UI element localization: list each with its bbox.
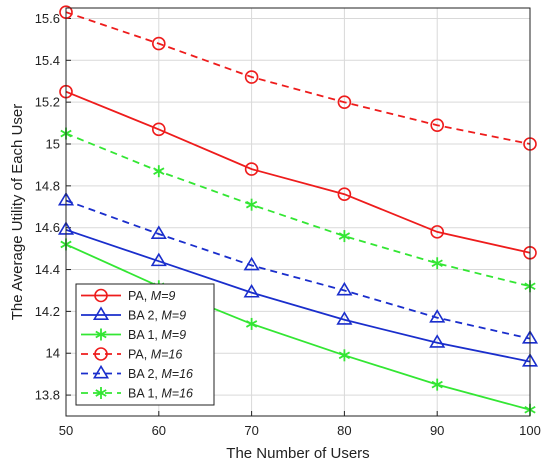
legend-entry-label: PA, M=16 xyxy=(128,348,182,362)
x-tick-label: 70 xyxy=(244,423,258,438)
series-line xyxy=(65,199,531,340)
series-line xyxy=(65,132,531,288)
asterisk-marker xyxy=(95,387,107,399)
legend-series-name: PA, xyxy=(128,348,151,362)
legend-series-parameter: M=16 xyxy=(151,348,183,362)
series-lines xyxy=(65,11,531,411)
legend-series-parameter: M=9 xyxy=(151,289,176,303)
asterisk-stroke xyxy=(338,232,351,240)
asterisk-marker xyxy=(245,198,258,211)
y-tick-label: 14.4 xyxy=(35,262,60,277)
legend-series-name: BA 1, xyxy=(128,328,161,342)
asterisk-stroke xyxy=(431,380,443,389)
plot-area-frame xyxy=(65,7,531,417)
triangle-marker xyxy=(150,252,167,267)
y-tick-label: 15.4 xyxy=(35,53,60,68)
circle-marker xyxy=(94,288,108,303)
legend-series-name: BA 2, xyxy=(128,367,161,381)
circle-marker xyxy=(244,162,259,176)
legend-series-name: PA, xyxy=(128,289,151,303)
circle-marker xyxy=(94,347,108,361)
circle-marker xyxy=(244,70,259,84)
legend-entry-label: BA 2, M=9 xyxy=(128,309,186,323)
legend-entry-label: BA 2, M=16 xyxy=(128,367,193,381)
circle-marker xyxy=(430,225,445,239)
y-tick-label: 13.8 xyxy=(35,388,60,403)
y-tick-label: 14 xyxy=(46,346,60,361)
y-tick-label: 15 xyxy=(46,137,60,152)
asterisk-marker xyxy=(153,165,165,178)
legend-series-parameter: M=16 xyxy=(161,387,193,401)
asterisk-marker xyxy=(338,349,351,362)
x-tick-label: 100 xyxy=(519,423,541,438)
series-line xyxy=(65,90,531,254)
x-tick-label: 50 xyxy=(59,423,73,438)
y-axis-label: The Average Utility of Each User xyxy=(9,104,26,321)
x-tick-label: 60 xyxy=(152,423,166,438)
asterisk-stroke xyxy=(95,389,107,397)
triangle-marker xyxy=(150,225,167,239)
asterisk-marker xyxy=(431,378,443,391)
asterisk-stroke xyxy=(431,259,443,268)
legend-series-parameter: M=9 xyxy=(161,328,186,342)
asterisk-stroke xyxy=(245,200,258,209)
legend-series-parameter: M=16 xyxy=(161,367,193,381)
triangle-marker xyxy=(92,306,110,321)
asterisk-stroke xyxy=(245,320,258,328)
legend-box xyxy=(75,283,215,406)
x-tick-labels: 50 60 70 80 90 100 xyxy=(59,423,541,438)
circle-marker xyxy=(152,122,166,137)
legend-entry-label: PA, M=9 xyxy=(128,289,175,303)
circle-marker xyxy=(152,36,166,51)
circle-marker xyxy=(337,95,352,109)
triangle-marker xyxy=(243,256,260,271)
x-tick-label: 90 xyxy=(430,423,444,438)
asterisk-marker xyxy=(431,257,443,270)
y-tick-label: 14.2 xyxy=(35,304,60,319)
legend-series-name: BA 2, xyxy=(128,309,161,323)
asterisk-marker xyxy=(338,230,351,243)
legend-series-name: BA 1, xyxy=(128,387,161,401)
circle-marker xyxy=(430,118,445,132)
legend-entry-label: BA 1, M=9 xyxy=(128,328,186,342)
y-tick-label: 15.6 xyxy=(35,11,60,26)
y-tick-label: 14.8 xyxy=(35,178,60,193)
y-tick-label: 15.2 xyxy=(35,95,60,110)
series-line xyxy=(65,228,531,363)
triangle-marker xyxy=(92,364,110,379)
asterisk-marker xyxy=(245,317,258,330)
triangle-marker xyxy=(429,334,446,348)
series-line xyxy=(65,243,531,411)
y-tick-label: 14.6 xyxy=(35,220,60,235)
y-tick-labels: 13.8 14 14.2 14.4 14.6 14.8 15 15.2 15.4 15.6 xyxy=(35,11,60,403)
series-line xyxy=(65,11,531,145)
x-axis-label: The Number of Users xyxy=(226,445,369,462)
asterisk-stroke xyxy=(338,351,351,360)
triangle-marker xyxy=(336,281,353,296)
legend-entry-label: BA 1, M=16 xyxy=(128,387,193,401)
legend-series-parameter: M=9 xyxy=(161,309,186,323)
asterisk-stroke xyxy=(153,167,165,175)
asterisk-marker xyxy=(95,328,107,341)
circle-marker xyxy=(337,187,352,202)
triangle-marker xyxy=(243,283,260,298)
x-tick-label: 80 xyxy=(337,423,351,438)
triangle-marker xyxy=(429,309,446,323)
triangle-marker xyxy=(336,311,353,325)
asterisk-stroke xyxy=(95,330,107,339)
